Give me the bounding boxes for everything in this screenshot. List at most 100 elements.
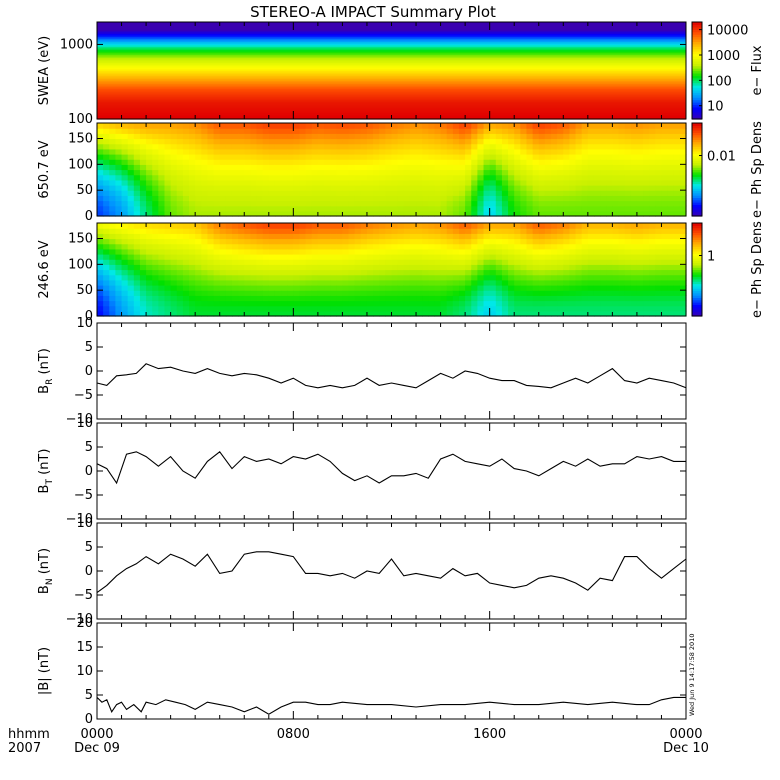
pad-cell-1-91-15	[655, 133, 663, 140]
pad-cell-1-18-1	[207, 205, 215, 212]
pad-cell-1-2-8	[109, 169, 117, 176]
y-axis-label-3: BR (nT)	[37, 348, 55, 394]
pad-cell-2-77-10	[569, 259, 577, 265]
pad-cell-2-26-14	[256, 238, 264, 245]
pad-cell-2-40-9	[342, 264, 350, 271]
pad-cell-1-51-10	[409, 159, 417, 165]
pad-cell-2-30-0	[281, 310, 288, 317]
pad-cell-2-22-14	[231, 238, 239, 245]
pad-cell-1-94-11	[673, 154, 681, 160]
pad-cell-1-32-11	[293, 154, 301, 160]
pad-cell-1-2-13	[109, 143, 117, 150]
pad-cell-2-77-6	[569, 279, 577, 286]
pad-cell-1-4-16	[121, 128, 129, 134]
pad-cell-1-95-9	[679, 164, 687, 171]
pad-cell-2-71-2	[532, 300, 540, 307]
pad-cell-1-31-10	[287, 159, 294, 165]
pad-cell-1-11-14	[164, 138, 172, 145]
pad-cell-2-62-9	[477, 264, 485, 271]
pad-cell-1-27-6	[262, 179, 270, 186]
pad-cell-1-50-5	[403, 185, 411, 191]
pad-cell-2-54-14	[428, 238, 436, 245]
pad-cell-1-40-7	[342, 174, 350, 181]
pad-cell-1-14-5	[182, 185, 190, 191]
pad-cell-2-58-5	[452, 285, 460, 291]
pad-cell-2-29-15	[274, 233, 282, 240]
pad-cell-2-20-15	[219, 233, 227, 240]
pad-cell-1-51-5	[409, 185, 417, 191]
pad-cell-1-77-3	[569, 195, 577, 202]
colorbar-cell-2-31	[692, 241, 702, 245]
pad-cell-1-20-2	[219, 200, 227, 207]
pad-cell-1-38-17	[330, 123, 337, 129]
pad-cell-2-53-9	[422, 264, 429, 271]
pad-cell-2-33-2	[299, 300, 307, 307]
pad-cell-1-57-5	[446, 185, 454, 191]
pad-cell-1-12-14	[170, 138, 178, 145]
pad-cell-1-77-14	[569, 138, 577, 145]
pad-cell-2-94-9	[673, 264, 681, 271]
pad-cell-2-42-14	[354, 238, 362, 245]
pad-cell-2-11-16	[164, 228, 172, 234]
pad-cell-1-44-13	[366, 143, 374, 150]
pad-cell-2-63-11	[483, 254, 491, 260]
pad-cell-1-49-0	[397, 210, 405, 217]
pad-cell-1-3-12	[115, 148, 123, 155]
pad-cell-1-52-12	[416, 148, 423, 155]
pad-cell-2-60-10	[465, 259, 472, 265]
pad-cell-1-75-0	[557, 210, 564, 217]
pad-cell-1-26-4	[256, 190, 264, 196]
pad-cell-1-95-17	[679, 123, 687, 129]
pad-cell-1-86-7	[624, 174, 632, 181]
pad-cell-1-56-14	[440, 138, 448, 145]
pad-cell-1-20-8	[219, 169, 227, 176]
pad-cell-2-90-10	[649, 259, 656, 265]
pad-cell-1-65-16	[495, 128, 503, 134]
pad-cell-2-76-17	[563, 223, 571, 229]
pad-cell-1-22-16	[231, 128, 239, 134]
pad-cell-2-20-10	[219, 259, 227, 265]
pad-cell-2-54-17	[428, 223, 436, 229]
pad-cell-2-39-10	[336, 259, 344, 265]
pad-cell-2-51-5	[409, 285, 417, 291]
pad-cell-2-76-15	[563, 233, 571, 240]
pad-cell-1-65-1	[495, 205, 503, 212]
pad-cell-2-52-2	[416, 300, 423, 307]
pad-cell-2-86-10	[624, 259, 632, 265]
pad-cell-1-94-15	[673, 133, 681, 140]
pad-cell-2-63-2	[483, 300, 491, 307]
pad-cell-1-58-7	[452, 174, 460, 181]
pad-cell-1-44-12	[366, 148, 374, 155]
pad-cell-1-65-9	[495, 164, 503, 171]
pad-cell-1-25-1	[250, 205, 258, 212]
pad-cell-1-62-2	[477, 200, 485, 207]
pad-cell-1-50-16	[403, 128, 411, 134]
pad-cell-2-88-9	[636, 264, 644, 271]
pad-cell-2-22-15	[231, 233, 239, 240]
pad-cell-1-29-9	[274, 164, 282, 171]
pad-cell-1-11-12	[164, 148, 172, 155]
pad-cell-1-67-9	[508, 164, 515, 171]
pad-cell-1-92-8	[661, 169, 669, 176]
pad-cell-2-35-7	[311, 274, 319, 281]
pad-cell-2-66-6	[501, 279, 509, 286]
pad-cell-1-1-10	[103, 159, 110, 165]
pad-cell-2-6-12	[133, 248, 141, 255]
pad-cell-2-12-4	[170, 290, 178, 296]
pad-cell-2-35-5	[311, 285, 319, 291]
pad-cell-2-50-3	[403, 295, 411, 302]
pad-cell-1-47-8	[385, 169, 393, 176]
pad-cell-1-1-4	[103, 190, 110, 196]
pad-cell-1-82-5	[600, 185, 607, 191]
pad-cell-1-0-14	[97, 138, 104, 145]
pad-cell-2-95-16	[679, 228, 687, 234]
pad-cell-1-37-15	[324, 133, 331, 140]
swea-band-37	[97, 57, 686, 60]
pad-cell-1-20-14	[219, 138, 227, 145]
colorbar-cell-1-25	[692, 155, 702, 159]
colorbar-cell-2-1	[692, 311, 702, 315]
pad-cell-2-4-8	[121, 269, 129, 276]
pad-cell-1-83-3	[606, 195, 613, 202]
pad-cell-1-61-7	[471, 174, 478, 181]
pad-cell-2-70-4	[526, 290, 534, 296]
